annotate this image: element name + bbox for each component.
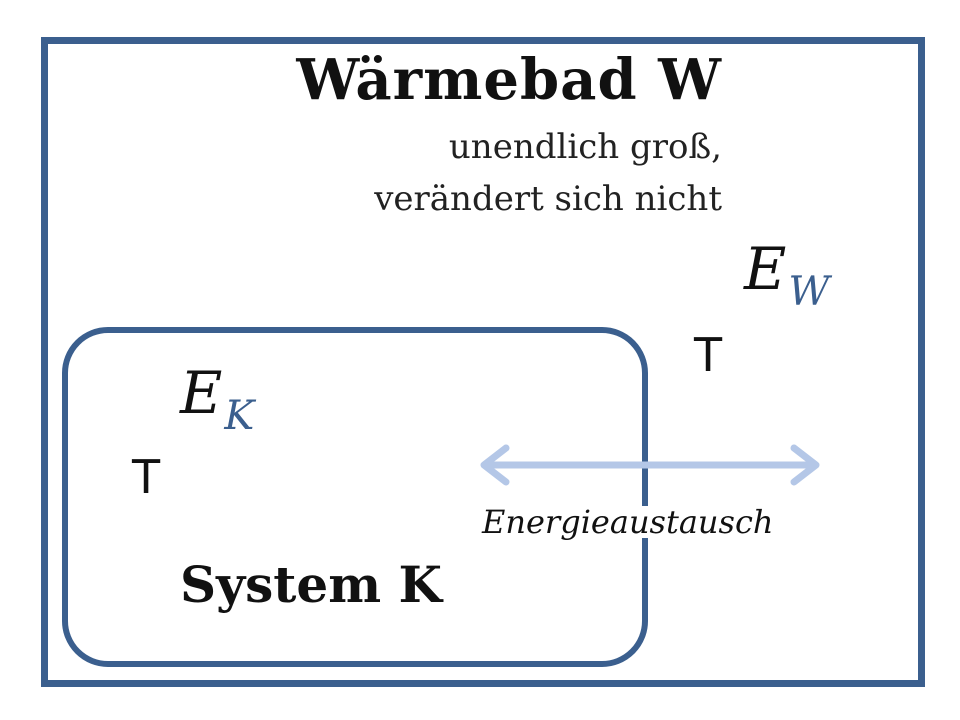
arrow-head-right	[790, 444, 820, 486]
heat-bath-description-line1: unendlich groß,	[448, 127, 722, 167]
heat-bath-temperature-label: T	[694, 328, 723, 382]
system-energy-subscript: K	[224, 393, 255, 439]
system-energy-symbol: E	[180, 359, 223, 427]
system-box	[62, 327, 648, 667]
heat-bath-title: Wärmebad W	[296, 47, 722, 113]
energy-exchange-label: Energieaustausch	[482, 503, 774, 541]
heat-bath-energy-subscript: W	[788, 269, 830, 315]
heat-bath-box	[41, 37, 925, 687]
energy-exchange-arrow	[480, 444, 820, 486]
system-energy-label: EK	[180, 364, 254, 436]
arrow-head-left	[480, 444, 510, 486]
heat-bath-energy-symbol: E	[744, 235, 787, 303]
heat-bath-description-line2: verändert sich nicht	[374, 179, 722, 219]
heat-bath-energy-label: EW	[744, 240, 829, 312]
system-temperature-label: T	[132, 450, 161, 504]
system-label: System K	[180, 555, 442, 614]
